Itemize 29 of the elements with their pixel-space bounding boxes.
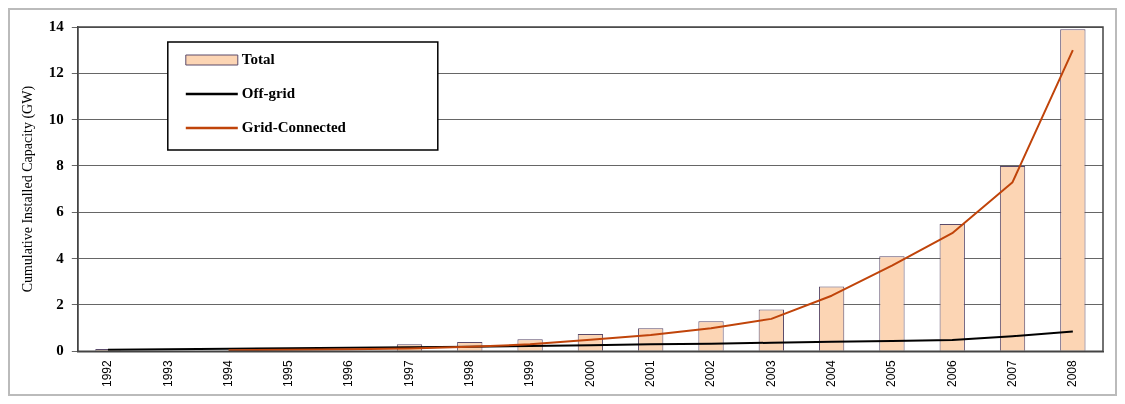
x-tick-label: 1997 [401, 359, 416, 388]
x-tick-label: 1998 [462, 359, 477, 388]
x-tick-label: 2005 [884, 359, 899, 388]
x-tick-label: 2004 [823, 359, 838, 388]
x-tick-label: 2003 [763, 359, 778, 388]
x-tick-label: 2000 [582, 359, 597, 388]
y-tick-label: 4 [56, 249, 65, 266]
legend-label: Off-grid [241, 84, 296, 101]
x-tick-label: 1999 [522, 359, 537, 388]
y-tick-label: 8 [56, 156, 64, 173]
x-tick-label: 2001 [643, 359, 658, 388]
y-tick-label: 12 [48, 64, 64, 81]
y-tick-label: 6 [56, 203, 65, 220]
y-tick-label: 14 [48, 17, 65, 34]
x-tick-label: 1996 [341, 359, 356, 388]
x-tick-label: 2006 [944, 359, 959, 388]
y-tick-label: 0 [56, 342, 64, 359]
x-tick-label: 1993 [160, 359, 175, 388]
y-axis-title: Cumulative Installed Capacity (GW) [20, 85, 37, 293]
x-tick-label: 1995 [281, 359, 296, 388]
x-tick-label: 2007 [1004, 359, 1019, 388]
legend-label: Grid-Connected [241, 118, 347, 135]
x-tick-label: 1994 [220, 359, 235, 388]
x-tick-label: 1992 [100, 359, 115, 388]
x-tick-label: 2002 [703, 359, 718, 388]
x-tick-label: 2008 [1065, 359, 1080, 388]
y-tick-label: 10 [48, 110, 64, 127]
legend-label: Total [241, 50, 275, 67]
y-tick-label: 2 [56, 295, 64, 312]
